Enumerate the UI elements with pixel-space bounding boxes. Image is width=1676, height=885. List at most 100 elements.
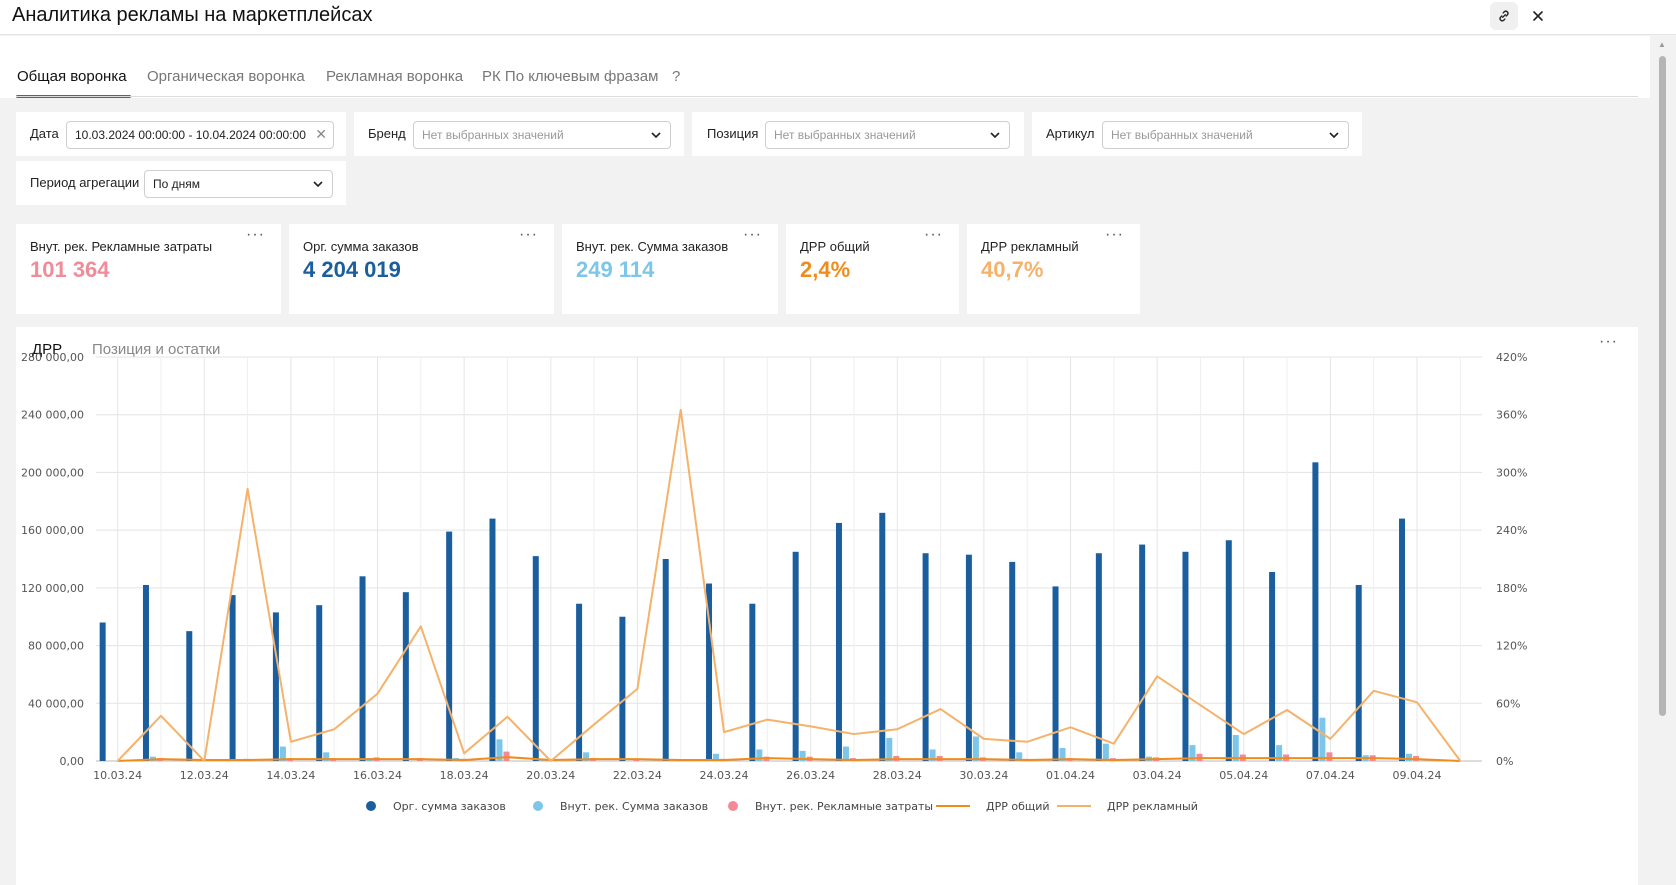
clear-icon[interactable]: ✕ bbox=[315, 126, 327, 142]
bar bbox=[1052, 586, 1059, 761]
bar bbox=[1139, 544, 1146, 761]
x-tick-label: 03.04.24 bbox=[1133, 769, 1182, 782]
bar bbox=[316, 605, 323, 761]
x-tick-label: 24.03.24 bbox=[700, 769, 749, 782]
bar bbox=[1269, 571, 1276, 761]
kpi-label: ДРР общий bbox=[800, 239, 870, 254]
brand-filter-label: Бренд bbox=[368, 126, 406, 141]
bar bbox=[835, 522, 842, 761]
x-tick-label: 22.03.24 bbox=[613, 769, 662, 782]
bar bbox=[1189, 745, 1196, 761]
kpi-value: 4 204 019 bbox=[303, 257, 401, 282]
chart-tab-drr[interactable]: ДРР bbox=[32, 341, 63, 358]
chevron-down-icon bbox=[651, 132, 661, 139]
legend-label: Внут. рек. Сумма заказов bbox=[560, 800, 708, 813]
x-tick-label: 10.03.24 bbox=[93, 769, 142, 782]
bar bbox=[1319, 717, 1326, 761]
tab-keyword-campaigns[interactable]: РК По ключевым фразам bbox=[482, 68, 659, 85]
close-button[interactable] bbox=[1524, 2, 1552, 30]
bar bbox=[1399, 518, 1406, 761]
bar bbox=[1232, 735, 1239, 761]
bar bbox=[619, 616, 626, 761]
kpi-label: Орг. сумма заказов bbox=[303, 239, 419, 254]
date-range-value: 10.03.2024 00:00:00 - 10.04.2024 00:00:0… bbox=[75, 128, 306, 142]
more-options-icon[interactable]: ··· bbox=[743, 226, 762, 243]
more-options-icon[interactable]: ··· bbox=[1105, 226, 1124, 243]
bar bbox=[749, 603, 756, 761]
kpi-label: Внут. рек. Рекламные затраты bbox=[30, 239, 213, 254]
bar bbox=[323, 752, 330, 761]
bar bbox=[842, 746, 849, 761]
y-left-tick-label: 120 000,00 bbox=[21, 582, 84, 595]
tab-help[interactable]: ? bbox=[672, 68, 681, 85]
x-tick-label: 14.03.24 bbox=[266, 769, 315, 782]
x-tick-label: 05.04.24 bbox=[1219, 769, 1268, 782]
bar bbox=[496, 739, 503, 761]
bar bbox=[1095, 553, 1102, 761]
x-tick-label: 16.03.24 bbox=[353, 769, 402, 782]
kpi-card-organic-orders: Орг. сумма заказов 4 204 019 ··· bbox=[289, 224, 554, 314]
x-tick-label: 12.03.24 bbox=[180, 769, 229, 782]
more-options-icon[interactable]: ··· bbox=[1599, 333, 1618, 350]
tab-ads-funnel[interactable]: Рекламная воронка bbox=[326, 68, 464, 85]
bar bbox=[1326, 752, 1333, 761]
kpi-value: 101 364 bbox=[30, 257, 110, 282]
bar bbox=[879, 512, 886, 761]
more-options-icon[interactable]: ··· bbox=[924, 226, 943, 243]
kpi-value: 2,4% bbox=[800, 257, 851, 282]
date-filter-label: Дата bbox=[30, 126, 59, 141]
x-tick-label: 26.03.24 bbox=[786, 769, 835, 782]
legend-marker bbox=[366, 801, 376, 811]
x-tick-label: 30.03.24 bbox=[959, 769, 1008, 782]
chart-tab-position-stock[interactable]: Позиция и остатки bbox=[92, 341, 221, 358]
tab-organic-funnel[interactable]: Органическая воронка bbox=[147, 68, 305, 85]
bar bbox=[583, 752, 590, 761]
legend-label: ДРР общий bbox=[986, 800, 1050, 813]
y-right-tick-label: 180% bbox=[1496, 582, 1527, 595]
legend-label: ДРР рекламный bbox=[1107, 800, 1198, 813]
x-tick-label: 20.03.24 bbox=[526, 769, 575, 782]
more-options-icon[interactable]: ··· bbox=[246, 226, 265, 243]
position-filter: Позиция Нет выбранных значений bbox=[692, 112, 1024, 156]
y-right-tick-label: 120% bbox=[1496, 640, 1527, 653]
article-filter-label: Артикул bbox=[1046, 126, 1095, 141]
bar bbox=[186, 631, 193, 761]
legend-marker bbox=[728, 801, 738, 811]
period-select-value: По дням bbox=[153, 177, 201, 191]
series-line bbox=[117, 756, 1461, 762]
bar bbox=[799, 750, 806, 761]
scroll-up-icon[interactable]: ▲ bbox=[1658, 40, 1666, 49]
copy-link-button[interactable] bbox=[1490, 2, 1518, 30]
page-scrollbar[interactable]: ▲ bbox=[1650, 36, 1676, 885]
bar bbox=[929, 749, 936, 761]
y-right-tick-label: 420% bbox=[1496, 351, 1527, 364]
y-left-tick-label: 160 000,00 bbox=[21, 524, 84, 537]
y-right-tick-label: 360% bbox=[1496, 409, 1527, 422]
period-select[interactable]: По дням bbox=[144, 170, 333, 198]
tab-bar: Общая воронка Органическая воронка Рекла… bbox=[0, 36, 1650, 98]
bar bbox=[756, 749, 763, 761]
bar bbox=[489, 518, 496, 761]
drr-chart: 0,00 0% 40 000,00 60% 80 000,00 120% 120 000,0… bbox=[21, 351, 1527, 813]
bar bbox=[576, 603, 583, 761]
y-left-tick-label: 80 000,00 bbox=[28, 640, 84, 653]
bar bbox=[1102, 743, 1109, 761]
series-line bbox=[116, 408, 1462, 762]
position-select[interactable]: Нет выбранных значений bbox=[765, 121, 1010, 149]
y-left-tick-label: 200 000,00 bbox=[21, 466, 84, 479]
position-select-placeholder: Нет выбранных значений bbox=[774, 128, 916, 142]
period-filter-label: Период агрегации bbox=[30, 175, 140, 190]
tab-general-funnel[interactable]: Общая воронка bbox=[17, 68, 127, 85]
period-filter: Период агрегации По дням bbox=[16, 161, 346, 205]
bar bbox=[1059, 748, 1066, 761]
y-right-tick-label: 300% bbox=[1496, 466, 1527, 479]
bar bbox=[446, 531, 453, 761]
brand-select[interactable]: Нет выбранных значений bbox=[413, 121, 671, 149]
kpi-card-drr-ads: ДРР рекламный 40,7% ··· bbox=[967, 224, 1140, 314]
more-options-icon[interactable]: ··· bbox=[519, 226, 538, 243]
date-range-input[interactable]: 10.03.2024 00:00:00 - 10.04.2024 00:00:0… bbox=[66, 121, 334, 149]
article-select[interactable]: Нет выбранных значений bbox=[1102, 121, 1349, 149]
scroll-thumb[interactable] bbox=[1659, 56, 1666, 716]
bar bbox=[1225, 540, 1232, 761]
bar bbox=[402, 592, 409, 761]
